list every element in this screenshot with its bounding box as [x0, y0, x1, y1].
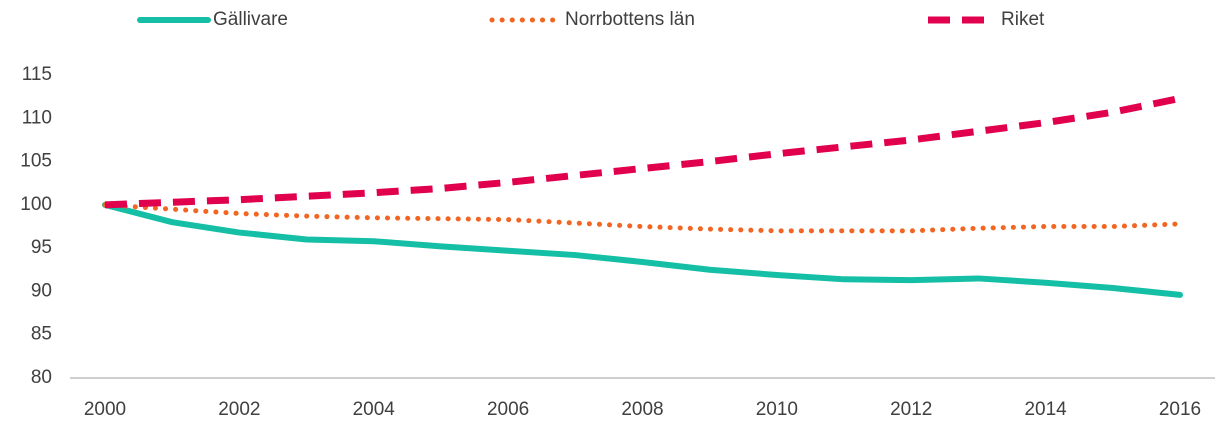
y-tick-label: 110: [22, 107, 52, 128]
y-tick-label: 80: [31, 367, 52, 388]
x-tick-label: 2014: [1024, 399, 1067, 420]
y-tick-label: 100: [20, 194, 52, 215]
x-tick-label: 2004: [353, 399, 396, 420]
legend-label: Norrbottens län: [565, 9, 695, 30]
x-tick-label: 2002: [218, 399, 260, 420]
x-tick-label: 2006: [487, 399, 529, 420]
y-tick-label: 85: [31, 324, 52, 345]
x-tick-label: 2012: [890, 399, 932, 420]
x-tick-label: 2008: [621, 399, 663, 420]
y-tick-label: 95: [31, 237, 52, 258]
y-tick-label: 115: [22, 64, 52, 85]
legend-label: Gällivare: [213, 9, 288, 30]
x-tick-label: 2010: [756, 399, 798, 420]
series-line: [104, 94, 1181, 209]
legend-label: Riket: [1001, 9, 1045, 30]
series-line: [102, 202, 1183, 234]
y-tick-label: 90: [31, 280, 52, 301]
x-tick-label: 2016: [1159, 399, 1201, 420]
y-tick-label: 105: [20, 151, 52, 172]
x-tick-label: 2000: [84, 399, 126, 420]
series-line: [102, 201, 1183, 298]
